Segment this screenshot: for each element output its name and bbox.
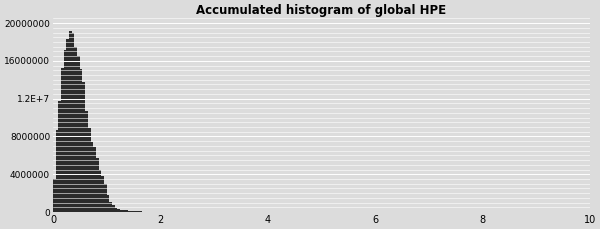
Bar [125,210,128,212]
Bar [115,207,118,212]
Bar [82,82,85,212]
Bar [91,142,93,212]
Bar [98,169,101,212]
Bar [123,210,125,212]
Bar [64,49,67,212]
Title: Accumulated histogram of global HPE: Accumulated histogram of global HPE [196,4,446,17]
Bar [67,39,69,212]
Bar [93,147,96,212]
Bar [109,202,112,212]
Bar [136,211,139,212]
Bar [88,128,91,212]
Bar [72,33,74,212]
Bar [96,158,98,212]
Bar [104,184,107,212]
Bar [120,210,123,212]
Bar [131,211,133,212]
Bar [77,56,80,212]
Bar [133,211,136,212]
Bar [85,111,88,212]
Bar [56,130,58,212]
Bar [69,31,72,212]
Bar [139,211,142,212]
Bar [112,205,115,212]
Bar [101,176,104,212]
Bar [128,211,131,212]
Bar [118,209,120,212]
Bar [107,195,109,212]
Bar [74,47,77,212]
Bar [61,68,64,212]
Bar [53,179,56,212]
Bar [80,69,82,212]
Bar [58,101,61,212]
